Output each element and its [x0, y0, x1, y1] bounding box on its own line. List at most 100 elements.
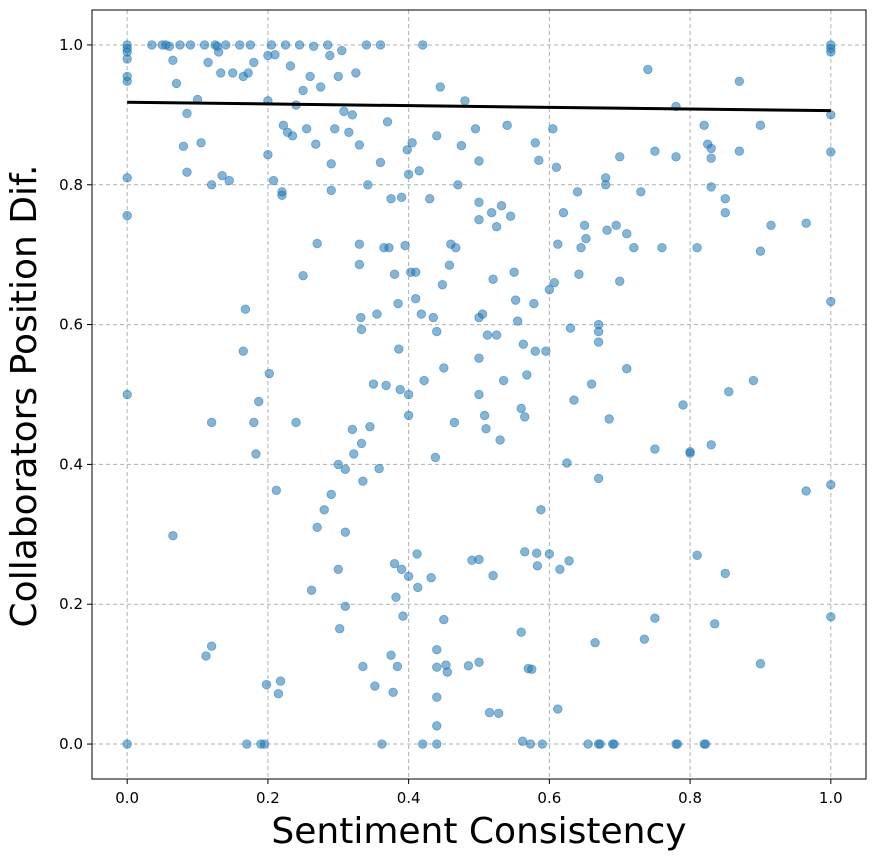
data-point	[522, 370, 532, 380]
data-point	[548, 124, 558, 134]
x-axis-label: Sentiment Consistency	[271, 811, 686, 852]
data-point	[488, 570, 498, 581]
data-point	[206, 180, 217, 190]
data-point	[755, 120, 766, 131]
data-point	[340, 527, 351, 537]
data-point	[553, 239, 563, 249]
data-point	[375, 40, 386, 50]
data-point	[333, 564, 343, 574]
y-tick-label: 0.0	[59, 735, 83, 753]
data-point	[216, 68, 226, 78]
data-point	[242, 739, 252, 749]
data-point	[351, 68, 361, 78]
data-point	[706, 153, 716, 163]
data-point	[199, 40, 210, 50]
data-point	[474, 156, 484, 166]
data-point	[395, 384, 405, 395]
data-point	[413, 582, 423, 593]
data-point	[356, 312, 366, 323]
data-point	[407, 138, 417, 148]
y-axis-label: Collaborators Position Dif.	[4, 165, 45, 628]
data-point	[562, 458, 572, 468]
data-point	[520, 547, 530, 557]
data-point	[326, 185, 336, 196]
data-point	[530, 346, 540, 356]
data-point	[168, 55, 178, 66]
y-tick-label: 0.2	[59, 595, 83, 613]
data-point	[590, 637, 600, 648]
data-point	[323, 40, 333, 50]
data-point	[551, 162, 562, 172]
data-point	[245, 40, 256, 50]
data-point	[337, 45, 347, 56]
data-point	[277, 190, 287, 200]
data-point	[537, 739, 548, 749]
data-point	[636, 187, 646, 197]
data-point	[122, 739, 132, 749]
data-point	[456, 140, 467, 151]
data-point	[432, 692, 442, 702]
data-point	[403, 410, 414, 421]
data-point	[553, 704, 563, 714]
data-point	[347, 424, 358, 435]
data-point	[474, 197, 484, 207]
data-point	[333, 71, 343, 82]
data-point	[122, 76, 132, 87]
data-point	[453, 180, 463, 190]
data-point	[311, 139, 321, 149]
data-point	[672, 739, 683, 749]
data-point	[122, 173, 132, 183]
data-point	[182, 108, 192, 119]
data-point	[430, 452, 441, 463]
data-point	[544, 549, 555, 559]
data-point	[720, 194, 730, 204]
data-point	[278, 120, 289, 131]
data-point	[706, 182, 716, 192]
data-point	[451, 242, 461, 253]
data-point	[826, 47, 836, 57]
data-point	[532, 561, 543, 571]
data-point	[593, 473, 604, 484]
data-point	[306, 585, 317, 595]
data-point	[294, 40, 305, 50]
data-point	[495, 435, 505, 445]
data-point	[460, 96, 470, 106]
data-point	[389, 558, 400, 569]
data-point	[363, 180, 373, 190]
data-point	[531, 548, 542, 558]
data-point	[482, 330, 493, 340]
data-point	[692, 550, 702, 560]
data-point	[201, 651, 211, 661]
data-point	[609, 739, 619, 749]
data-point	[710, 619, 720, 629]
data-point	[266, 40, 277, 50]
data-point	[182, 167, 192, 177]
data-point	[398, 611, 408, 621]
data-point	[178, 141, 189, 152]
data-point	[435, 82, 446, 92]
data-point	[643, 64, 653, 75]
data-point	[168, 531, 178, 541]
data-point	[382, 117, 393, 127]
data-point	[206, 641, 217, 651]
data-point	[432, 326, 442, 337]
data-point	[586, 379, 597, 389]
data-point	[518, 339, 529, 349]
data-point	[536, 505, 546, 515]
data-point	[699, 120, 709, 131]
data-point	[755, 658, 766, 669]
data-point	[393, 298, 403, 309]
data-point	[505, 211, 516, 221]
data-point	[692, 242, 702, 253]
data-point	[474, 657, 484, 667]
data-point	[615, 276, 625, 286]
data-point	[581, 233, 591, 244]
data-point	[416, 309, 427, 319]
data-point	[477, 309, 488, 319]
data-point	[801, 486, 811, 496]
data-point	[572, 187, 583, 197]
data-point	[541, 346, 551, 356]
x-tick-label: 0.6	[537, 789, 561, 807]
data-point	[579, 220, 590, 231]
y-tick-label: 0.8	[59, 176, 83, 194]
